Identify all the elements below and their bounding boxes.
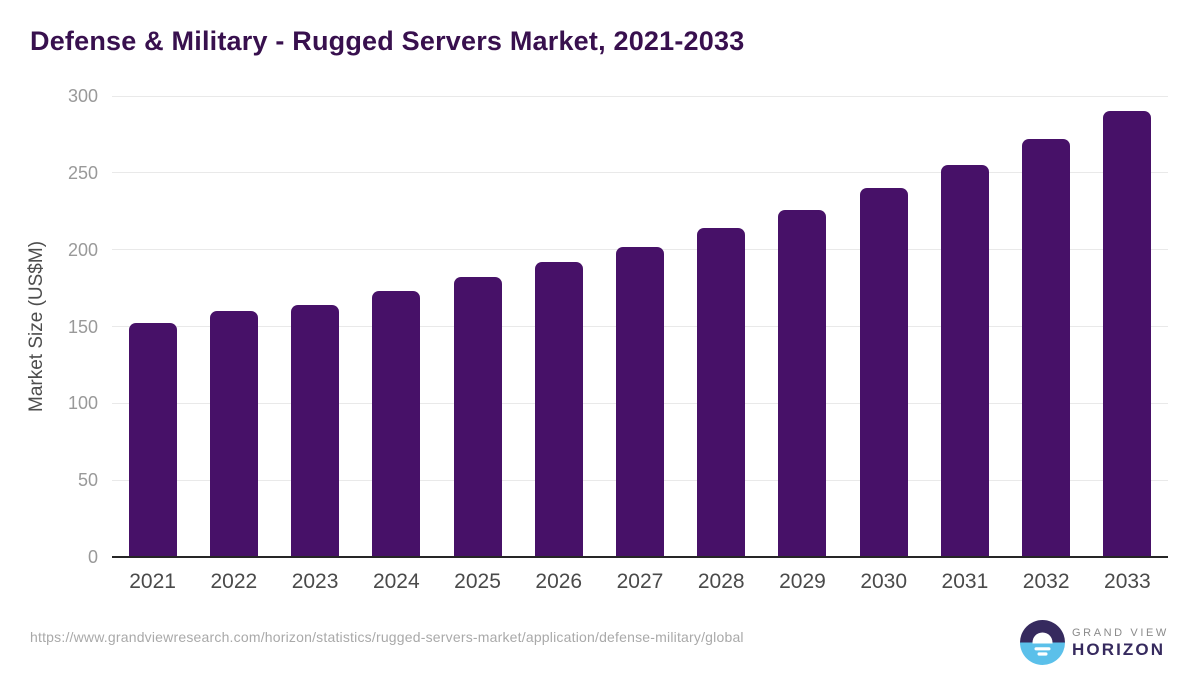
bar-2024 [372,291,421,557]
x-tick-label-2030: 2030 [860,570,908,593]
x-tick-label-2026: 2026 [535,570,583,593]
x-tick-label-2029: 2029 [779,570,826,593]
x-tick-label-2033: 2033 [1104,570,1151,593]
bar-2027 [616,246,664,557]
bar-2021 [128,323,177,557]
x-tick-label-2027: 2027 [616,570,664,593]
y-tick-label-0: 0 [87,547,98,567]
bar-2028 [697,228,746,557]
bar-2022 [209,311,258,557]
x-tick-label-2024: 2024 [372,570,420,593]
y-tick-label-300: 300 [67,86,98,106]
grandview-horizon-logo: GRAND VIEW HORIZON [1020,619,1180,666]
y-tick-label-100: 100 [67,393,98,414]
x-tick-label-2023: 2023 [291,570,339,593]
bar-2029 [778,209,827,557]
y-tick-label-150: 150 [67,316,98,337]
chart-title: Defense & Military - Rugged Servers Mark… [30,26,745,56]
source-url: https://www.grandviewresearch.com/horizo… [30,629,744,645]
x-axis-line [112,556,1168,558]
bar-2025 [453,277,502,557]
bar-2032 [1022,139,1071,557]
x-tick-label-2025: 2025 [454,570,501,593]
bar-2023 [291,304,340,557]
y-tick-label-200: 200 [67,239,98,260]
logo-text-grand-view: GRAND VIEW [1072,627,1169,639]
bar-2030 [859,188,908,557]
gridline-250 [112,172,1168,174]
bar-2031 [940,165,989,557]
logo-text-horizon: HORIZON [1072,640,1166,659]
x-tick-label-2022: 2022 [210,570,258,593]
x-tick-label-2031: 2031 [941,570,989,593]
x-tick-label-2021: 2021 [129,570,176,593]
x-tick-label-2028: 2028 [697,570,745,593]
horizon-logo-icon [1020,620,1065,665]
y-tick-label-250: 250 [67,162,98,183]
bar-2026 [534,261,583,557]
bar-2033 [1103,111,1152,557]
y-tick-label-50: 50 [77,470,98,491]
x-tick-label-2032: 2032 [1022,570,1070,593]
gridline-300 [112,95,1168,97]
